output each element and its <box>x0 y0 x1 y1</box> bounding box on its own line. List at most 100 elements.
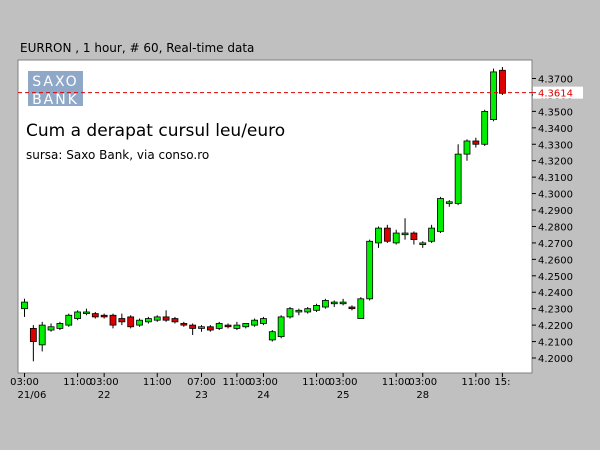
candle-up <box>233 324 241 329</box>
candle-down <box>410 232 418 241</box>
y-tick-label: 4.2300 <box>538 305 573 316</box>
x-tick-day: 22 <box>98 390 111 401</box>
candle-up <box>357 298 365 319</box>
x-tick-time: 03:00 <box>90 377 119 388</box>
x-tick-time: 15: <box>494 377 510 388</box>
y-tick-label: 4.3400 <box>538 124 573 135</box>
y-tick-label: 4.2400 <box>538 288 573 299</box>
candle-up <box>268 331 276 341</box>
candle-up <box>277 316 285 338</box>
y-tick-label: 4.2100 <box>538 338 573 349</box>
candle-down <box>127 316 135 328</box>
candle-up <box>481 110 489 145</box>
x-tick-time: 11:00 <box>63 377 92 388</box>
candle-up <box>428 227 436 242</box>
candle-up <box>242 323 250 328</box>
candle-up <box>260 318 267 324</box>
x-tick-time: 07:00 <box>187 377 216 388</box>
candle-down <box>206 326 214 331</box>
candle-down <box>162 316 170 321</box>
current-price-label: 4.3614 <box>538 89 573 100</box>
logo-line1: SAXO <box>32 74 78 90</box>
candle-down <box>348 306 356 310</box>
x-tick-day: 21/06 <box>18 390 47 401</box>
candle-down <box>109 314 117 326</box>
candle-up <box>437 198 444 232</box>
candle-up <box>65 314 73 326</box>
x-tick-time: 11:00 <box>222 377 251 388</box>
candle-up <box>321 300 329 308</box>
candle-up <box>144 318 152 323</box>
candle-up <box>74 311 81 319</box>
candle-up <box>83 311 90 315</box>
plot-area <box>17 59 533 374</box>
candle-down <box>29 328 37 342</box>
x-tick-time: 03:00 <box>249 377 278 388</box>
y-tick-label: 4.3100 <box>538 173 573 184</box>
candle-up <box>295 309 303 313</box>
y-tick-label: 4.2200 <box>538 321 573 332</box>
x-tick-day: 24 <box>257 390 270 401</box>
candle-up <box>286 308 294 318</box>
candle-up <box>454 153 462 204</box>
candle-up <box>304 308 312 313</box>
x-tick-time: 03:00 <box>408 377 437 388</box>
x-tick-day: 28 <box>416 390 429 401</box>
chart-header: EURRON , 1 hour, # 60, Real-time data <box>20 41 255 55</box>
candle-down <box>91 313 99 318</box>
candle-up <box>215 323 223 329</box>
x-tick-day: 25 <box>337 390 350 401</box>
x-tick-time: 11:00 <box>302 377 331 388</box>
logo-box <box>28 71 83 106</box>
candle-up <box>47 326 55 331</box>
chart-subtitle: sursa: Saxo Bank, via conso.ro <box>26 148 209 162</box>
x-tick-time: 11:00 <box>143 377 172 388</box>
candle-down <box>189 324 197 329</box>
candle-down <box>171 318 179 323</box>
candle-up <box>339 301 347 305</box>
candle-up <box>366 240 374 300</box>
y-axis: 4.2000 4.2100 4.2200 4.2300 4.2400 4.2500 4.26… <box>532 75 573 365</box>
candle-up <box>198 326 205 329</box>
current-price-marker: 4.3614 <box>18 86 583 100</box>
y-tick-label: 4.3200 <box>538 157 573 168</box>
candle-down <box>498 69 506 94</box>
logo: SAXO BANK <box>28 71 83 108</box>
candle-up <box>313 304 320 311</box>
candle-up <box>251 319 259 326</box>
chart-title: Cum a derapat cursul leu/euro <box>26 121 285 141</box>
x-tick-time: 03:00 <box>329 377 358 388</box>
y-tick-label: 4.2700 <box>538 239 573 250</box>
candle-down <box>118 318 126 323</box>
candle-down <box>180 323 188 326</box>
y-tick-label: 4.3000 <box>538 190 573 201</box>
x-tick-time: 03:00 <box>10 377 39 388</box>
candle-up <box>401 232 409 236</box>
y-tick-label: 4.3500 <box>538 107 573 118</box>
candle-down <box>383 227 391 242</box>
candle-up <box>153 316 161 321</box>
candle-down <box>224 324 232 328</box>
candle-up <box>56 323 64 329</box>
y-tick-label: 4.3300 <box>538 140 573 151</box>
y-tick-label: 4.2900 <box>538 206 573 217</box>
candle-down <box>472 140 480 145</box>
candles <box>21 66 506 362</box>
candle-up <box>490 71 497 121</box>
candle-up <box>445 201 453 204</box>
y-tick-label: 4.3700 <box>538 75 573 86</box>
x-tick-time: 11:00 <box>382 377 411 388</box>
candle-down <box>100 314 108 318</box>
candle-up <box>136 319 143 326</box>
candle-up <box>38 324 46 346</box>
y-tick-label: 4.2600 <box>538 255 573 266</box>
candle-up <box>330 301 338 305</box>
candle-up <box>375 227 382 244</box>
current-price-label-bg <box>533 86 583 99</box>
candle-up <box>463 140 471 155</box>
logo-line2: BANK <box>32 92 79 108</box>
candle-up <box>392 232 400 244</box>
y-tick-label: 4.2000 <box>538 354 573 365</box>
